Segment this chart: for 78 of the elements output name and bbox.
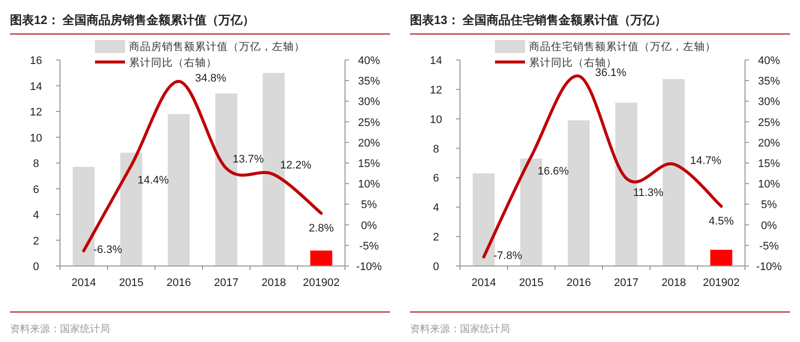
bar <box>710 250 732 266</box>
text: 资料来源：国家统计局 <box>10 323 110 335</box>
chart-title: 图表12： 全国商品房销售金额累计值（万亿） <box>10 13 255 27</box>
x-tick-label: 201902 <box>702 277 740 289</box>
y2-tick-label: 20% <box>758 137 780 150</box>
y2-tick-label: 15% <box>758 158 780 170</box>
x-tick-label: 2017 <box>214 277 238 289</box>
bar <box>168 114 190 266</box>
y-tick-label: 14 <box>30 80 42 93</box>
y2-tick-label: -5% <box>759 240 779 252</box>
y2-tick-label: 20% <box>358 137 380 150</box>
y2-tick-label: 30% <box>358 96 380 108</box>
y-tick-label: 12 <box>30 106 42 118</box>
data-label: 2.8% <box>308 222 334 234</box>
data-label: 4.5% <box>708 215 734 228</box>
x-tick-label: 2017 <box>614 277 638 289</box>
y-tick-label: 2 <box>432 232 440 244</box>
data-label: 36.1% <box>595 67 627 80</box>
x-tick-label: 201902 <box>302 277 340 289</box>
y-tick-label: 8 <box>32 158 40 170</box>
y2-tick-label: -10% <box>756 261 782 273</box>
x-tick-label: 2015 <box>119 277 144 289</box>
y-tick-label: 14 <box>430 55 442 67</box>
y2-tick-label: -10% <box>356 261 382 273</box>
data-label: -7.8% <box>493 250 522 262</box>
y2-tick-label: 10% <box>758 178 780 191</box>
y-tick-label: 4 <box>32 210 40 222</box>
data-label: 16.6% <box>538 165 570 178</box>
x-tick-label: 2014 <box>72 277 96 289</box>
y2-tick-label: 25% <box>358 116 380 129</box>
y2-tick-label: 40% <box>358 55 380 67</box>
y-tick-label: 0 <box>432 261 440 273</box>
y2-tick-label: 35% <box>358 76 380 88</box>
y2-tick-label: 5% <box>761 199 778 212</box>
x-tick-label: 2015 <box>519 277 544 289</box>
x-tick-label: 2016 <box>166 277 191 289</box>
y-tick-label: 10 <box>430 114 442 126</box>
data-label: 13.7% <box>232 153 264 166</box>
y2-tick-label: 0% <box>761 220 778 232</box>
y2-tick-label: 15% <box>358 158 380 170</box>
legend-label: 商品房销售额累计值（万亿，左轴） <box>129 40 305 53</box>
legend-label: 累计同比（右轴） <box>529 56 617 69</box>
y2-tick-label: 30% <box>758 96 780 108</box>
legend-label: 商品住宅销售额累计值（万亿，左轴） <box>529 40 716 53</box>
y-tick-label: 0 <box>32 261 40 273</box>
data-label: 14.7% <box>690 155 722 168</box>
data-label: 34.8% <box>195 72 227 84</box>
data-label: -6.3% <box>93 244 122 256</box>
x-tick-label: 2014 <box>472 277 496 289</box>
y2-tick-label: 35% <box>758 76 780 88</box>
y2-tick-label: 0% <box>361 220 378 232</box>
y2-tick-label: -5% <box>359 240 379 252</box>
chart-title: 图表13： 全国商品住宅销售金额累计值（万亿） <box>410 13 667 27</box>
bar <box>662 79 685 266</box>
y-tick-label: 6 <box>432 172 440 185</box>
y-tick-label: 2 <box>32 235 40 248</box>
y2-tick-label: 10% <box>358 178 380 191</box>
x-tick-label: 2016 <box>566 277 591 289</box>
y-tick-label: 8 <box>432 143 440 156</box>
data-label: 11.3% <box>633 187 664 200</box>
x-tick-label: 2018 <box>662 277 686 289</box>
legend-label: 累计同比（右轴） <box>129 56 217 69</box>
data-label: 12.2% <box>280 160 312 172</box>
text: 资料来源：国家统计局 <box>410 323 510 335</box>
y-tick-label: 6 <box>32 184 40 196</box>
y2-tick-label: 5% <box>361 199 378 212</box>
y-tick-label: 4 <box>432 202 440 214</box>
y-tick-label: 16 <box>30 55 42 67</box>
bar <box>568 120 590 266</box>
y2-tick-label: 25% <box>758 116 780 129</box>
x-tick-label: 2018 <box>262 277 286 289</box>
bar <box>310 250 332 266</box>
bar <box>472 173 495 266</box>
y2-tick-label: 40% <box>758 55 780 67</box>
bar <box>72 166 95 266</box>
y-tick-label: 12 <box>430 84 442 96</box>
data-label: 14.4% <box>138 174 170 186</box>
y-tick-label: 10 <box>30 132 42 144</box>
